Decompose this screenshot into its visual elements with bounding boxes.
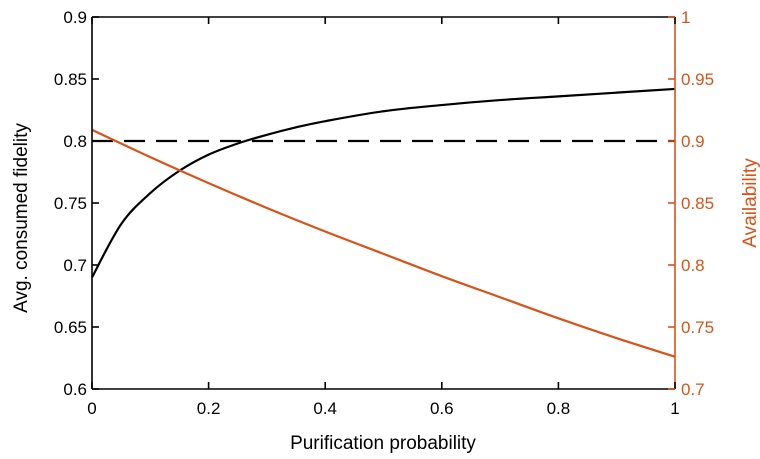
y-left-tick-label: 0.7 (63, 256, 87, 275)
series-line-0 (91, 87, 676, 278)
y-left-tick-label: 0.9 (63, 8, 87, 27)
y-right-tick-label: 1 (681, 8, 690, 27)
y-right-tick-label: 0.9 (681, 132, 705, 151)
x-tick-label: 1 (670, 399, 679, 418)
y-left-tick-label: 0.6 (63, 380, 87, 399)
x-tick-label: 0.2 (197, 399, 221, 418)
y-right-tick-label: 0.8 (681, 256, 705, 275)
x-tick-label: 0.6 (430, 399, 454, 418)
x-tick-label: 0.4 (313, 399, 337, 418)
series-line-2 (91, 128, 676, 358)
x-axis-title: Purification probability (290, 433, 476, 454)
y-left-tick-label: 0.75 (54, 194, 87, 213)
labels-layer: Purification probability Avg. consumed f… (11, 123, 760, 454)
y-right-tick-label: 0.95 (681, 70, 714, 89)
y-left-tick-label: 0.8 (63, 132, 87, 151)
y-right-axis-title: Availability (740, 158, 760, 248)
x-tick-label: 0 (87, 399, 96, 418)
y-right-tick-label: 0.7 (681, 380, 705, 399)
y-left-tick-label: 0.85 (54, 70, 87, 89)
y-left-axis-title: Avg. consumed fidelity (11, 123, 32, 313)
y-right-tick-label: 0.85 (681, 194, 714, 213)
y-right-tick-label: 0.75 (681, 318, 714, 337)
axes-layer: 0 0.2 0.4 0.6 0.8 1 0.6 0.65 0.7 0.75 0.8 0.85 0.9 0.… (54, 8, 714, 418)
y-left-tick-label: 0.65 (54, 318, 87, 337)
x-tick-label: 0.8 (547, 399, 571, 418)
series-layer (91, 87, 676, 358)
